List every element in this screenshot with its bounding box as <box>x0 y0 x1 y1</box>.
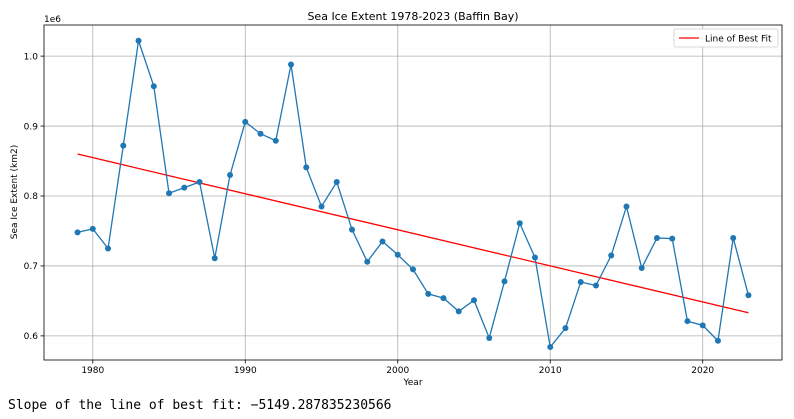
data-point <box>669 235 676 242</box>
x-tick-label: 2020 <box>691 366 714 376</box>
data-point <box>105 245 112 252</box>
data-point <box>379 238 386 245</box>
data-point <box>623 203 630 210</box>
data-point <box>242 118 249 125</box>
data-point <box>211 255 218 262</box>
data-point <box>181 184 188 191</box>
data-point <box>196 179 203 186</box>
x-axis-label: Year <box>402 378 422 388</box>
data-point <box>638 265 645 272</box>
data-point <box>699 322 706 329</box>
data-point <box>425 290 432 297</box>
data-point <box>714 337 721 344</box>
x-tick-label: 2000 <box>386 366 409 376</box>
y-offset-label: 1e6 <box>44 15 61 25</box>
data-point <box>288 61 295 68</box>
x-tick-label: 1990 <box>234 366 257 376</box>
data-point <box>653 234 660 241</box>
data-point <box>531 254 538 261</box>
data-point <box>74 229 81 236</box>
data-point <box>730 234 737 241</box>
data-point <box>150 83 157 90</box>
grid <box>44 25 782 360</box>
best-fit-series <box>77 153 749 314</box>
data-point <box>135 37 142 44</box>
data-point <box>394 251 401 258</box>
data-point <box>745 292 752 299</box>
data-point <box>455 308 462 315</box>
data-point <box>410 266 416 273</box>
data-point <box>333 179 340 186</box>
data-point <box>486 334 493 341</box>
series-line <box>77 40 750 349</box>
legend-label: Line of Best Fit <box>705 35 772 45</box>
x-tick-label: 1980 <box>81 366 104 376</box>
y-tick-label: 1.0 <box>24 52 39 62</box>
data-point <box>516 220 523 227</box>
y-tick-label: 0.7 <box>24 262 38 272</box>
data-point <box>166 190 173 197</box>
data-point <box>592 282 599 289</box>
x-tick-label: 2010 <box>539 366 562 376</box>
data-point <box>364 258 371 265</box>
data-point <box>562 325 569 332</box>
y-tick-label: 0.8 <box>24 192 39 202</box>
data-point <box>120 142 127 149</box>
y-axis-label: Sea Ice Extent (km2) <box>10 145 20 240</box>
data-point <box>501 278 508 285</box>
sea-ice-series <box>74 37 752 351</box>
legend: Line of Best Fit <box>673 28 779 48</box>
data-point <box>89 225 96 232</box>
data-point <box>547 344 554 351</box>
x-axis-ticks: 1980 1990 2000 2010 2020 <box>81 360 714 376</box>
data-point <box>349 226 356 233</box>
data-point <box>608 252 615 259</box>
plot-frame <box>43 24 783 361</box>
data-point <box>470 297 477 304</box>
data-point <box>318 203 325 210</box>
slope-output: Slope of the line of best fit: −5149.287… <box>8 398 392 413</box>
data-point <box>227 172 234 179</box>
data-point <box>577 279 584 286</box>
best-fit-line <box>77 153 749 314</box>
data-point <box>440 295 447 302</box>
chart-title: Sea Ice Extent 1978-2023 (Baffin Bay) <box>307 10 518 23</box>
data-point <box>272 137 279 144</box>
y-tick-label: 0.6 <box>24 332 39 342</box>
sea-ice-chart: Sea Ice Extent 1978-2023 (Baffin Bay) 1e… <box>10 10 783 388</box>
data-point <box>684 318 691 325</box>
data-point <box>257 130 264 137</box>
legend-box <box>673 28 779 48</box>
data-point <box>303 164 310 171</box>
y-axis-ticks: 0.6 0.7 0.8 0.9 1.0 <box>24 52 44 342</box>
y-tick-label: 0.9 <box>24 122 39 132</box>
